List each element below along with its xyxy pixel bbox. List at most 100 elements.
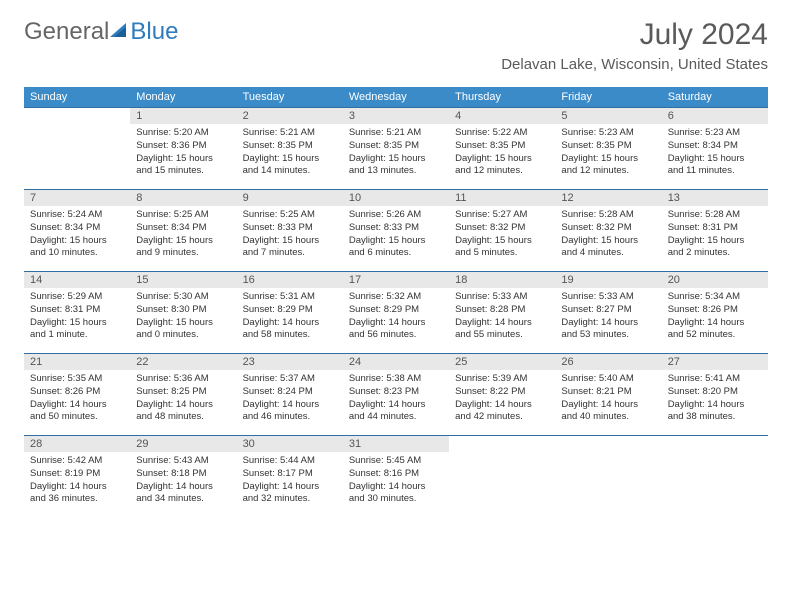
day-number: 14 — [24, 272, 130, 288]
logo-text-general: General — [24, 18, 109, 46]
sunrise-text: Sunrise: 5:36 AM — [136, 373, 230, 386]
sunset-text: Sunset: 8:29 PM — [349, 304, 443, 317]
calendar-cell: 4Sunrise: 5:22 AMSunset: 8:35 PMDaylight… — [449, 108, 555, 190]
calendar-cell: 3Sunrise: 5:21 AMSunset: 8:35 PMDaylight… — [343, 108, 449, 190]
calendar-cell: 23Sunrise: 5:37 AMSunset: 8:24 PMDayligh… — [237, 354, 343, 436]
sunrise-text: Sunrise: 5:24 AM — [30, 209, 124, 222]
day-number: 21 — [24, 354, 130, 370]
calendar-cell: 24Sunrise: 5:38 AMSunset: 8:23 PMDayligh… — [343, 354, 449, 436]
day-info: Sunrise: 5:40 AMSunset: 8:21 PMDaylight:… — [555, 370, 661, 427]
sunrise-text: Sunrise: 5:25 AM — [136, 209, 230, 222]
day-info: Sunrise: 5:29 AMSunset: 8:31 PMDaylight:… — [24, 288, 130, 345]
day-info: Sunrise: 5:27 AMSunset: 8:32 PMDaylight:… — [449, 206, 555, 263]
daylight-text: Daylight: 15 hours and 1 minute. — [30, 317, 124, 343]
day-info: Sunrise: 5:42 AMSunset: 8:19 PMDaylight:… — [24, 452, 130, 509]
daylight-text: Daylight: 14 hours and 55 minutes. — [455, 317, 549, 343]
calendar-cell: 14Sunrise: 5:29 AMSunset: 8:31 PMDayligh… — [24, 272, 130, 354]
month-title: July 2024 — [501, 18, 768, 52]
sunrise-text: Sunrise: 5:23 AM — [561, 127, 655, 140]
day-number: 22 — [130, 354, 236, 370]
day-number: 25 — [449, 354, 555, 370]
day-header-thursday: Thursday — [449, 87, 555, 108]
location-text: Delavan Lake, Wisconsin, United States — [501, 56, 768, 73]
sunset-text: Sunset: 8:31 PM — [30, 304, 124, 317]
calendar-cell: 5Sunrise: 5:23 AMSunset: 8:35 PMDaylight… — [555, 108, 661, 190]
sunset-text: Sunset: 8:31 PM — [668, 222, 762, 235]
day-info: Sunrise: 5:36 AMSunset: 8:25 PMDaylight:… — [130, 370, 236, 427]
day-info: Sunrise: 5:32 AMSunset: 8:29 PMDaylight:… — [343, 288, 449, 345]
sunrise-text: Sunrise: 5:40 AM — [561, 373, 655, 386]
sunrise-text: Sunrise: 5:37 AM — [243, 373, 337, 386]
sunset-text: Sunset: 8:17 PM — [243, 468, 337, 481]
day-header-wednesday: Wednesday — [343, 87, 449, 108]
day-number: 24 — [343, 354, 449, 370]
sunset-text: Sunset: 8:34 PM — [30, 222, 124, 235]
sunrise-text: Sunrise: 5:33 AM — [561, 291, 655, 304]
day-number: 16 — [237, 272, 343, 288]
day-number: 4 — [449, 108, 555, 124]
calendar-cell: 7Sunrise: 5:24 AMSunset: 8:34 PMDaylight… — [24, 190, 130, 272]
daylight-text: Daylight: 14 hours and 34 minutes. — [136, 481, 230, 507]
daylight-text: Daylight: 14 hours and 50 minutes. — [30, 399, 124, 425]
sunrise-text: Sunrise: 5:27 AM — [455, 209, 549, 222]
daylight-text: Daylight: 15 hours and 13 minutes. — [349, 153, 443, 179]
calendar-cell: 2Sunrise: 5:21 AMSunset: 8:35 PMDaylight… — [237, 108, 343, 190]
day-header-friday: Friday — [555, 87, 661, 108]
day-info: Sunrise: 5:23 AMSunset: 8:34 PMDaylight:… — [662, 124, 768, 181]
daylight-text: Daylight: 14 hours and 40 minutes. — [561, 399, 655, 425]
day-number: 5 — [555, 108, 661, 124]
sunrise-text: Sunrise: 5:31 AM — [243, 291, 337, 304]
sunset-text: Sunset: 8:35 PM — [243, 140, 337, 153]
day-header-tuesday: Tuesday — [237, 87, 343, 108]
day-info: Sunrise: 5:21 AMSunset: 8:35 PMDaylight:… — [237, 124, 343, 181]
day-info: Sunrise: 5:44 AMSunset: 8:17 PMDaylight:… — [237, 452, 343, 509]
calendar-week-row: 1Sunrise: 5:20 AMSunset: 8:36 PMDaylight… — [24, 108, 768, 190]
day-number: 20 — [662, 272, 768, 288]
day-info: Sunrise: 5:25 AMSunset: 8:33 PMDaylight:… — [237, 206, 343, 263]
calendar-week-row: 7Sunrise: 5:24 AMSunset: 8:34 PMDaylight… — [24, 190, 768, 272]
day-info: Sunrise: 5:41 AMSunset: 8:20 PMDaylight:… — [662, 370, 768, 427]
calendar-cell: 1Sunrise: 5:20 AMSunset: 8:36 PMDaylight… — [130, 108, 236, 190]
calendar-cell — [662, 436, 768, 518]
day-info: Sunrise: 5:30 AMSunset: 8:30 PMDaylight:… — [130, 288, 236, 345]
day-info: Sunrise: 5:22 AMSunset: 8:35 PMDaylight:… — [449, 124, 555, 181]
calendar-cell: 21Sunrise: 5:35 AMSunset: 8:26 PMDayligh… — [24, 354, 130, 436]
calendar-cell: 26Sunrise: 5:40 AMSunset: 8:21 PMDayligh… — [555, 354, 661, 436]
sunset-text: Sunset: 8:34 PM — [668, 140, 762, 153]
day-info: Sunrise: 5:28 AMSunset: 8:31 PMDaylight:… — [662, 206, 768, 263]
calendar-cell — [24, 108, 130, 190]
daylight-text: Daylight: 15 hours and 4 minutes. — [561, 235, 655, 261]
calendar-cell: 28Sunrise: 5:42 AMSunset: 8:19 PMDayligh… — [24, 436, 130, 518]
sunrise-text: Sunrise: 5:20 AM — [136, 127, 230, 140]
day-number: 10 — [343, 190, 449, 206]
sunset-text: Sunset: 8:25 PM — [136, 386, 230, 399]
sunrise-text: Sunrise: 5:43 AM — [136, 455, 230, 468]
daylight-text: Daylight: 15 hours and 12 minutes. — [561, 153, 655, 179]
sunset-text: Sunset: 8:28 PM — [455, 304, 549, 317]
calendar-cell: 18Sunrise: 5:33 AMSunset: 8:28 PMDayligh… — [449, 272, 555, 354]
day-number: 11 — [449, 190, 555, 206]
sunrise-text: Sunrise: 5:22 AM — [455, 127, 549, 140]
daylight-text: Daylight: 15 hours and 10 minutes. — [30, 235, 124, 261]
day-number: 17 — [343, 272, 449, 288]
calendar-cell: 16Sunrise: 5:31 AMSunset: 8:29 PMDayligh… — [237, 272, 343, 354]
calendar-cell: 13Sunrise: 5:28 AMSunset: 8:31 PMDayligh… — [662, 190, 768, 272]
calendar-cell: 19Sunrise: 5:33 AMSunset: 8:27 PMDayligh… — [555, 272, 661, 354]
day-number: 12 — [555, 190, 661, 206]
daylight-text: Daylight: 15 hours and 15 minutes. — [136, 153, 230, 179]
daylight-text: Daylight: 14 hours and 48 minutes. — [136, 399, 230, 425]
sunrise-text: Sunrise: 5:39 AM — [455, 373, 549, 386]
sunset-text: Sunset: 8:19 PM — [30, 468, 124, 481]
daylight-text: Daylight: 15 hours and 12 minutes. — [455, 153, 549, 179]
day-number: 31 — [343, 436, 449, 452]
daylight-text: Daylight: 14 hours and 53 minutes. — [561, 317, 655, 343]
day-number: 18 — [449, 272, 555, 288]
sunrise-text: Sunrise: 5:44 AM — [243, 455, 337, 468]
sunrise-text: Sunrise: 5:23 AM — [668, 127, 762, 140]
sunrise-text: Sunrise: 5:42 AM — [30, 455, 124, 468]
logo: General Blue — [24, 18, 178, 46]
sunset-text: Sunset: 8:35 PM — [455, 140, 549, 153]
day-info: Sunrise: 5:35 AMSunset: 8:26 PMDaylight:… — [24, 370, 130, 427]
day-number: 8 — [130, 190, 236, 206]
logo-triangle-icon — [110, 18, 130, 46]
